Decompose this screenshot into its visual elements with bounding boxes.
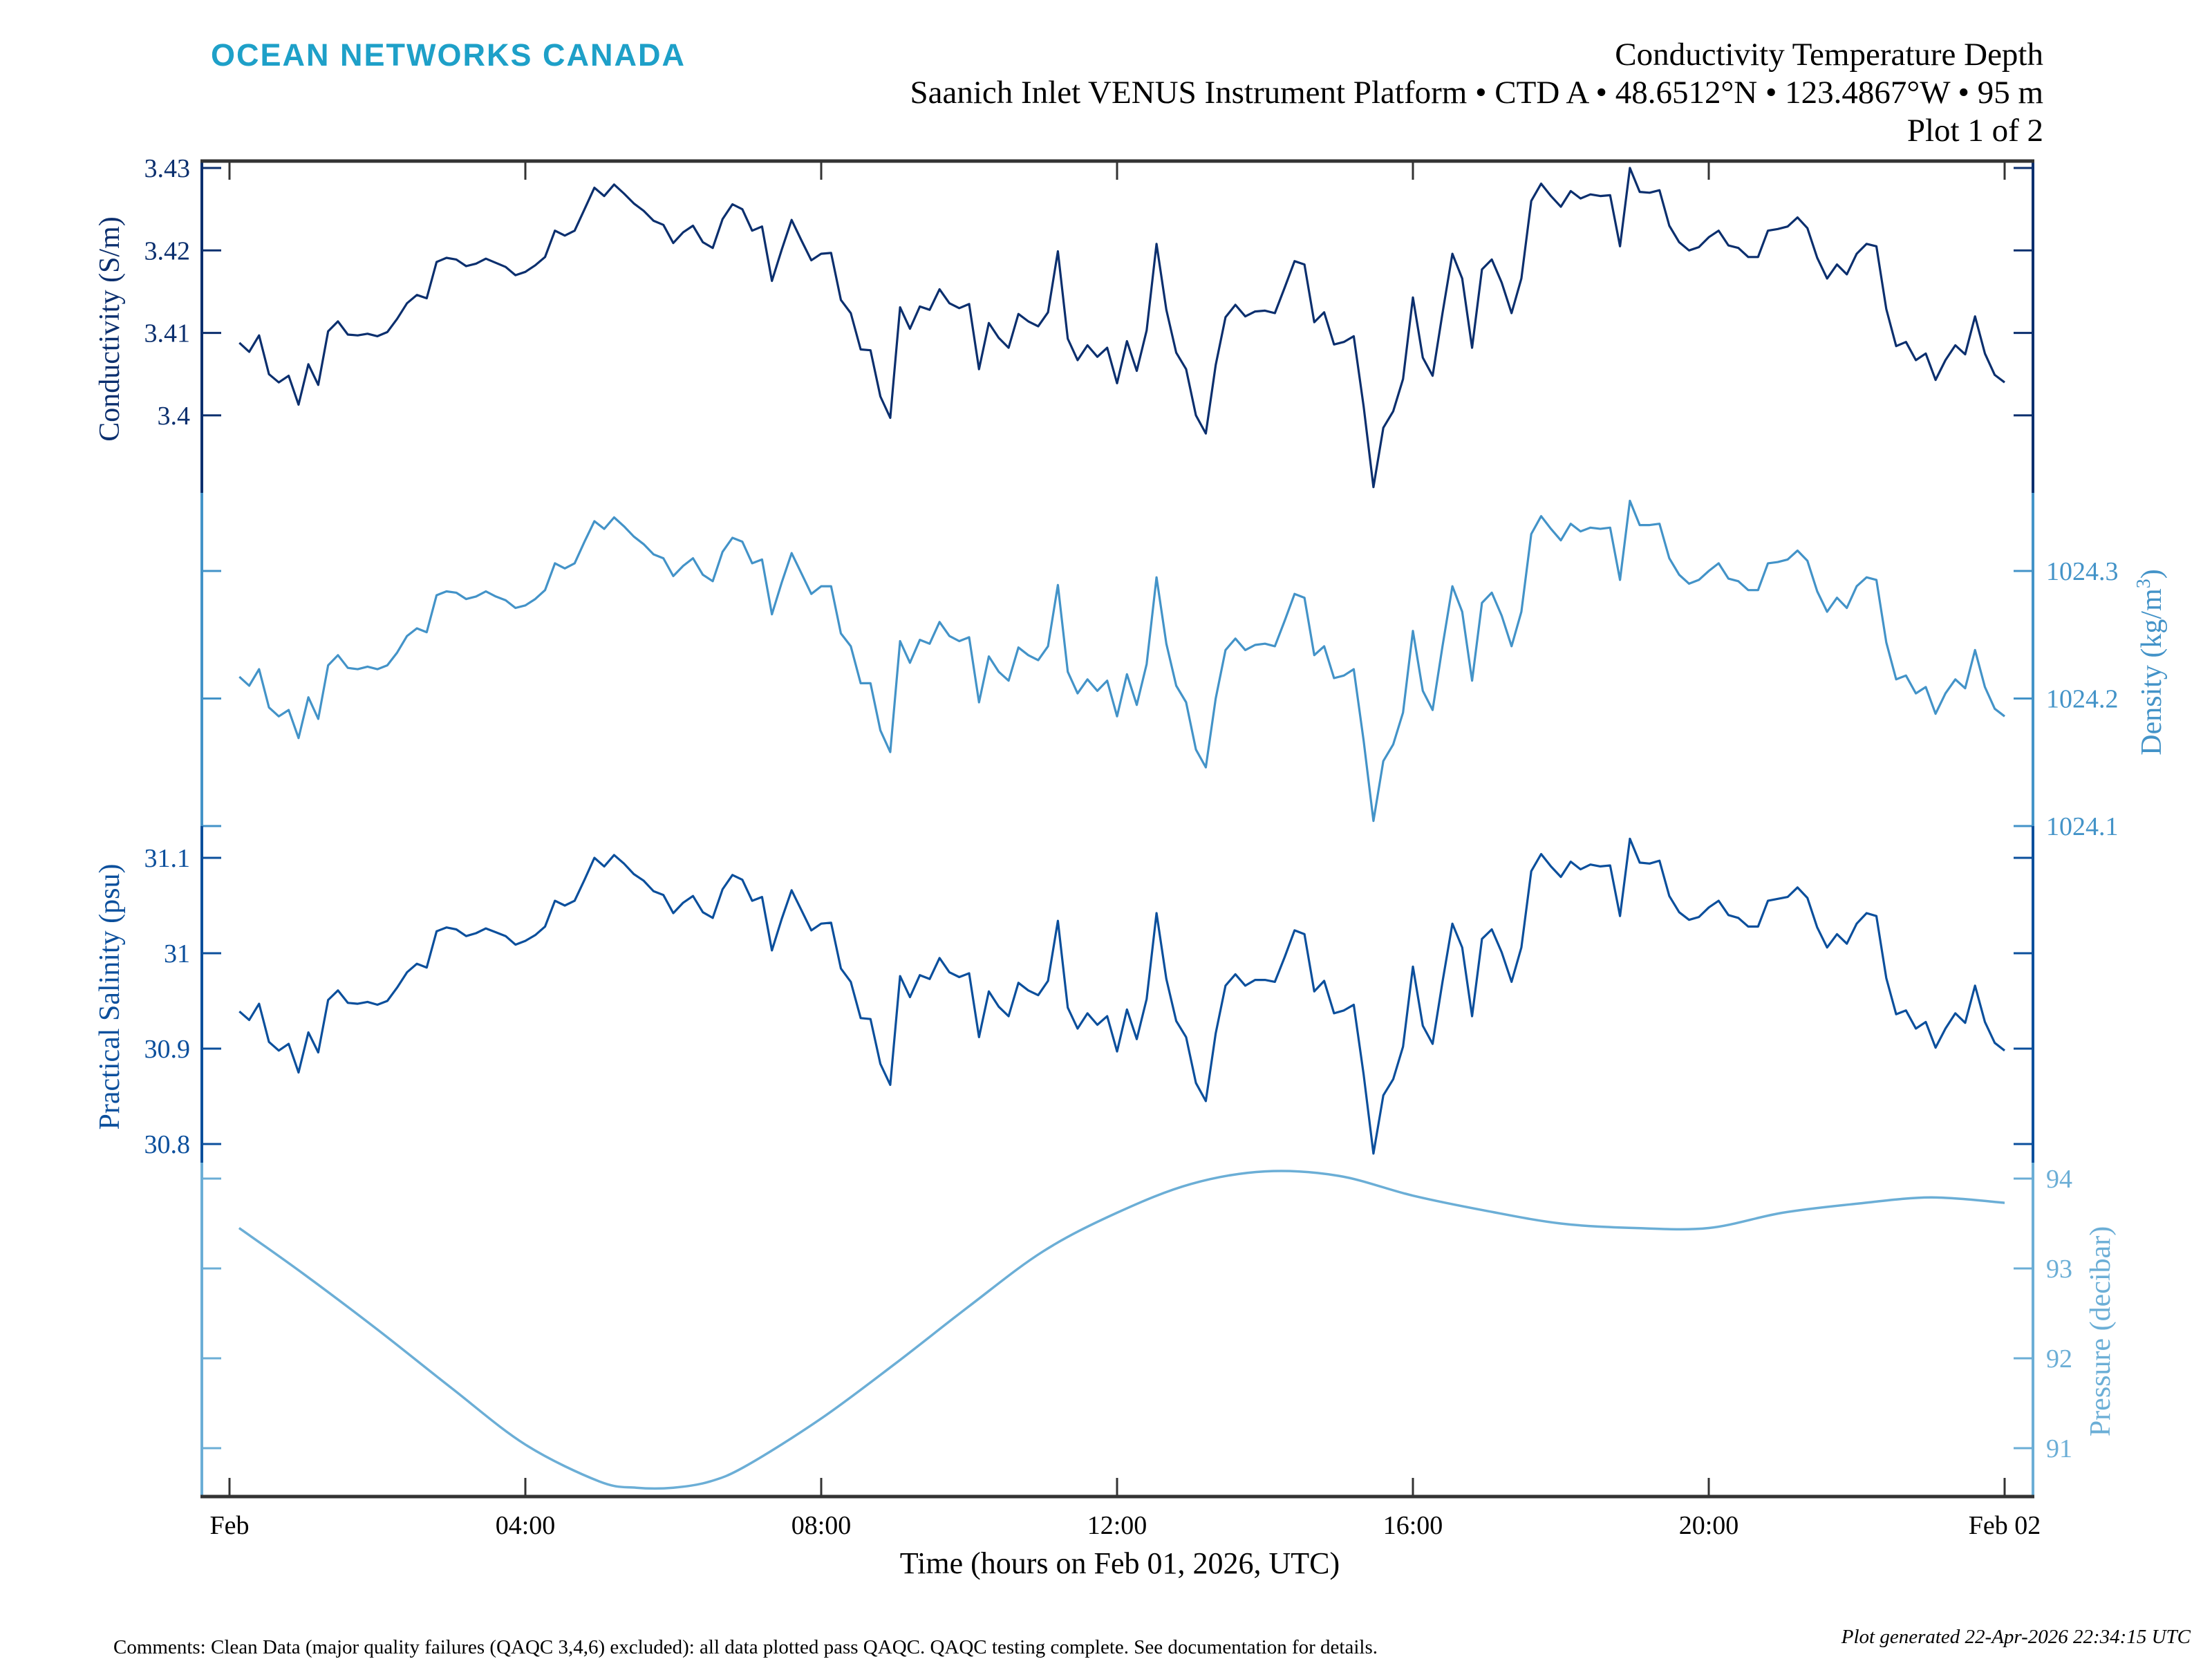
pressure-series-line [238, 1170, 2005, 1490]
pressure-tick-label: 92 [2046, 1344, 2072, 1374]
x-tick-label: Feb 02 [1969, 1511, 2041, 1540]
chart-title: Conductivity Temperature Depth [1615, 37, 2043, 73]
x-tick-label: 08:00 [791, 1511, 852, 1540]
salinity-axis-title: Practical Salinity (psu) [94, 864, 126, 1130]
x-tick-label: 04:00 [496, 1511, 556, 1540]
tick-labels-layer: 3.43 3.42 3.41 3.4 1024.3 1024.2 1024.1 31.1 31 3… [144, 154, 2119, 1540]
density-tick-label: 1024.2 [2046, 685, 2119, 714]
comments-text: Comments: Clean Data (major quality fail… [113, 1636, 1378, 1658]
salinity-tick-label: 31.1 [144, 844, 191, 873]
density-axis-title-main: Density (kg/m [2136, 588, 2168, 756]
density-series-line [238, 499, 2005, 823]
pressure-tick-label: 94 [2046, 1165, 2072, 1194]
x-tick-label: Feb [210, 1511, 250, 1540]
conductivity-tick-label: 3.41 [144, 319, 191, 348]
x-tick-label: 12:00 [1087, 1511, 1147, 1540]
ocean-networks-canada-logo: OCEAN NETWORKS CANADA [211, 37, 686, 73]
x-axis-title: Time (hours on Feb 01, 2026, UTC) [900, 1546, 1340, 1580]
plot-index: Plot 1 of 2 [1907, 113, 2043, 149]
salinity-tick-label: 30.8 [144, 1130, 191, 1159]
conductivity-tick-label: 3.43 [144, 154, 191, 183]
density-tick-label: 1024.1 [2046, 812, 2119, 841]
x-tick-label: 20:00 [1679, 1511, 1739, 1540]
density-tick-label: 1024.3 [2046, 557, 2119, 586]
axes-layer [200, 159, 2034, 1499]
pressure-tick-label: 91 [2046, 1434, 2072, 1463]
conductivity-tick-label: 3.42 [144, 236, 191, 265]
plot-generated-text: Plot generated 22-Apr-2026 22:34:15 UTC [1841, 1626, 2191, 1648]
x-tick-label: 16:00 [1383, 1511, 1443, 1540]
salinity-series-line [238, 837, 2005, 1155]
salinity-tick-label: 30.9 [144, 1035, 191, 1064]
conductivity-axis-title: Conductivity (S/m) [94, 216, 126, 442]
conductivity-series-line [238, 167, 2005, 489]
density-axis-title-sup: 3 [2133, 579, 2155, 588]
density-axis-title-end: ) [2136, 569, 2168, 579]
pressure-tick-label: 93 [2046, 1255, 2072, 1284]
chart-subtitle: Saanich Inlet VENUS Instrument Platform … [910, 75, 2043, 111]
density-axis-title: Density (kg/m3) [2133, 569, 2168, 755]
series-layer [238, 167, 2005, 1490]
salinity-tick-label: 31 [164, 939, 190, 968]
pressure-axis-title: Pressure (decibar) [2085, 1226, 2117, 1436]
conductivity-tick-label: 3.4 [158, 402, 191, 431]
